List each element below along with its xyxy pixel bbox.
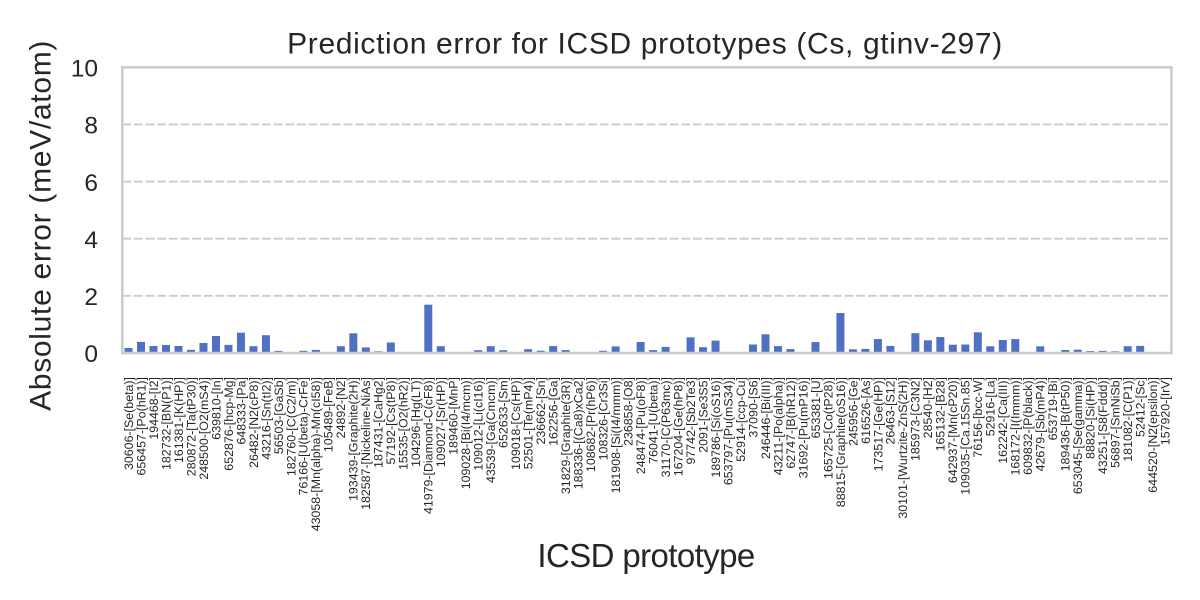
svg-text:Absolute error (meV/atom): Absolute error (meV/atom) (24, 40, 57, 411)
svg-text:182587-[Nickeline-NiAs]: 182587-[Nickeline-NiAs] (359, 377, 373, 510)
svg-text:193439-[Graphite(2H)]: 193439-[Graphite(2H)] (347, 377, 361, 501)
svg-text:653719-[Bi]: 653719-[Bi] (1046, 377, 1060, 440)
svg-text:162242-[Ca(III)]: 162242-[Ca(III)] (996, 377, 1010, 464)
svg-text:157920-[IrV]: 157920-[IrV] (1159, 377, 1173, 445)
svg-text:280872-[Ta(tP30)]: 280872-[Ta(tP30)] (184, 377, 198, 476)
svg-text:609832-[P(black)]: 609832-[P(black)] (1021, 377, 1035, 475)
svg-text:639810-[In]: 639810-[In] (209, 377, 223, 440)
svg-text:182732-[BN(P1)]: 182732-[BN(P1)] (159, 377, 173, 470)
svg-text:43216-[Sn(tI2)]: 43216-[Sn(tI2)] (259, 377, 273, 460)
svg-text:648333-[Pa]: 648333-[Pa] (234, 377, 248, 445)
svg-text:182760-[C(C2/m)]: 182760-[C(C2/m)] (284, 377, 298, 476)
svg-text:76166-[U(beta)-CrFe]: 76166-[U(beta)-CrFe] (297, 377, 311, 495)
svg-text:52914-[ccp-Cu]: 52914-[ccp-Cu] (734, 377, 748, 462)
svg-text:97742-[Sb2Te3]: 97742-[Sb2Te3] (684, 377, 698, 465)
svg-text:165725-[Co(tP28)]: 165725-[Co(tP28)] (821, 377, 835, 479)
svg-text:642937-[Mn(cP20)]: 642937-[Mn(cP20)] (946, 377, 960, 483)
svg-text:236662-[Sn]: 236662-[Sn] (534, 377, 548, 445)
svg-text:109012-[Li(cI16)]: 109012-[Li(cI16)] (472, 377, 486, 471)
svg-text:105489-[FeB]: 105489-[FeB] (322, 377, 336, 452)
svg-text:187431-[CaHg2]: 187431-[CaHg2] (372, 377, 386, 468)
svg-text:653045-[Se(gamma)]: 653045-[Se(gamma)] (1071, 377, 1085, 494)
svg-text:167204-[Ge(hP8)]: 167204-[Ge(hP8)] (671, 377, 685, 476)
svg-text:62747-[B(hR12)]: 62747-[B(hR12)] (784, 377, 798, 469)
svg-text:181908-[Si(I4/mmm)]: 181908-[Si(I4/mmm)] (609, 377, 623, 493)
svg-text:194468-[I2]: 194468-[I2] (147, 377, 161, 440)
svg-text:31692-[Pu(mP16)]: 31692-[Pu(mP16)] (796, 377, 810, 478)
svg-text:ICSD prototype: ICSD prototype (537, 537, 754, 574)
svg-text:189460-[MnP]: 189460-[MnP] (447, 377, 461, 455)
svg-text:2: 2 (84, 284, 98, 311)
svg-text:37090-[S6]: 37090-[S6] (746, 377, 760, 438)
svg-text:656457-[Po(hR1)]: 656457-[Po(hR1)] (134, 377, 148, 476)
svg-text:653381-[U]: 653381-[U] (809, 377, 823, 438)
svg-text:236858-[O8]: 236858-[O8] (621, 377, 635, 446)
svg-text:109035-[Ca.15Sn.85]: 109035-[Ca.15Sn.85] (959, 377, 973, 495)
svg-text:185973-[C3N2]: 185973-[C3N2] (909, 377, 923, 461)
svg-text:109028-[Bi(I4/mcm)]: 109028-[Bi(I4/mcm)] (459, 377, 473, 489)
svg-text:109027-[Sr(HP)]: 109027-[Sr(HP)] (434, 377, 448, 467)
svg-text:52412-[Sc]: 52412-[Sc] (1134, 377, 1148, 437)
svg-text:109018-[Cs(HP)]: 109018-[Cs(HP)] (509, 377, 523, 470)
svg-text:52916-[La]: 52916-[La] (984, 377, 998, 436)
svg-text:248500-[O2(mS4)]: 248500-[O2(mS4)] (197, 377, 211, 480)
svg-text:162256-[Ga]: 162256-[Ga] (547, 377, 561, 446)
svg-text:30606-[Se(beta)]: 30606-[Se(beta)] (122, 377, 136, 470)
svg-text:42679-[Sb(mP4)]: 42679-[Sb(mP4)] (1034, 377, 1048, 471)
svg-text:88815-[Graphite(oS16)]: 88815-[Graphite(oS16)] (834, 377, 848, 507)
svg-text:0: 0 (84, 341, 98, 368)
svg-text:43539-[Ga(Cmcm)]: 43539-[Ga(Cmcm)] (484, 377, 498, 483)
svg-text:52501-[Te(mP4)]: 52501-[Te(mP4)] (522, 377, 536, 469)
svg-text:161381-[K(HP)]: 161381-[K(HP)] (172, 377, 186, 463)
svg-text:181082-[C(P1)]: 181082-[C(P1)] (1121, 377, 1135, 462)
svg-text:653797-[Pu(mS34)]: 653797-[Pu(mS34)] (721, 377, 735, 485)
svg-text:8: 8 (84, 113, 98, 140)
svg-text:15535-[O2(hR2)]: 15535-[O2(hR2)] (397, 377, 411, 470)
svg-text:165132-[B28]: 165132-[B28] (934, 377, 948, 451)
svg-text:56897-[SmNiSb]: 56897-[SmNiSb] (1109, 377, 1123, 468)
svg-text:248474-[Pu(oF8)]: 248474-[Pu(oF8)] (634, 377, 648, 474)
svg-text:6: 6 (84, 170, 98, 197)
svg-text:652633-[Sm]: 652633-[Sm] (497, 377, 511, 448)
svg-text:30101-[Wurtzite-ZnS(2H)]: 30101-[Wurtzite-ZnS(2H)] (896, 377, 910, 519)
svg-text:76156-[bcc-W]: 76156-[bcc-W] (971, 377, 985, 458)
svg-text:88820-[Si(HP)]: 88820-[Si(HP)] (1084, 377, 1098, 459)
svg-text:108682-[Pr(hP6)]: 108682-[Pr(hP6)] (584, 377, 598, 472)
svg-text:168172-[I(Immm)]: 168172-[I(Immm)] (1009, 377, 1023, 475)
svg-text:616526-[As]: 616526-[As] (859, 377, 873, 444)
svg-text:26482-[N2(cP8)]: 26482-[N2(cP8)] (247, 377, 261, 468)
svg-text:246446-[Bi(III)]: 246446-[Bi(III)] (759, 377, 773, 459)
svg-text:108326-[Cr3Si]: 108326-[Cr3Si] (596, 377, 610, 460)
svg-text:43211-[Po(alpha)]: 43211-[Po(alpha)] (771, 377, 785, 475)
svg-text:188336-[(Ca8)xCa2]: 188336-[(Ca8)xCa2] (572, 377, 586, 489)
svg-text:4: 4 (84, 227, 98, 254)
svg-text:31170-[C(P63mc)]: 31170-[C(P63mc)] (659, 377, 673, 477)
svg-text:2091-[Se3S5]: 2091-[Se3S5] (696, 377, 710, 453)
svg-text:644520-[N2(epsilon)]: 644520-[N2(epsilon)] (1146, 377, 1160, 493)
svg-text:56503-[GaSb]: 56503-[GaSb] (272, 377, 286, 454)
svg-text:Prediction error for ICSD prot: Prediction error for ICSD prototypes (Cs… (287, 28, 1003, 61)
svg-text:28540-[H2]: 28540-[H2] (921, 377, 935, 438)
svg-text:652876-[hcp-Mg]: 652876-[hcp-Mg] (222, 377, 236, 471)
svg-text:24892-[N2]: 24892-[N2] (334, 377, 348, 438)
svg-text:31829-[Graphite(3R)]: 31829-[Graphite(3R)] (559, 377, 573, 494)
svg-text:104296-[Hg(LT)]: 104296-[Hg(LT)] (409, 377, 423, 467)
svg-text:43058-[Mn(alpha)-Mn(cI58)]: 43058-[Mn(alpha)-Mn(cI58)] (309, 377, 323, 531)
svg-text:189436-[B(tP50)]: 189436-[B(tP50)] (1059, 377, 1073, 471)
svg-text:41979-[Diamond-C(cF8)]: 41979-[Diamond-C(cF8)] (422, 377, 436, 514)
svg-text:10: 10 (71, 56, 98, 83)
svg-text:189786-[Si(oS16)]: 189786-[Si(oS16)] (709, 377, 723, 478)
svg-text:245956-[Ge]: 245956-[Ge] (846, 377, 860, 446)
svg-text:43251-[S8(Fddd)]: 43251-[S8(Fddd)] (1096, 377, 1110, 474)
svg-text:57192-[Cs(tP8)]: 57192-[Cs(tP8)] (384, 377, 398, 464)
svg-text:76041-[U(beta)]: 76041-[U(beta)] (646, 377, 660, 464)
svg-text:173517-[Ge(HP)]: 173517-[Ge(HP)] (871, 377, 885, 471)
svg-text:26463-[S12]: 26463-[S12] (884, 377, 898, 445)
